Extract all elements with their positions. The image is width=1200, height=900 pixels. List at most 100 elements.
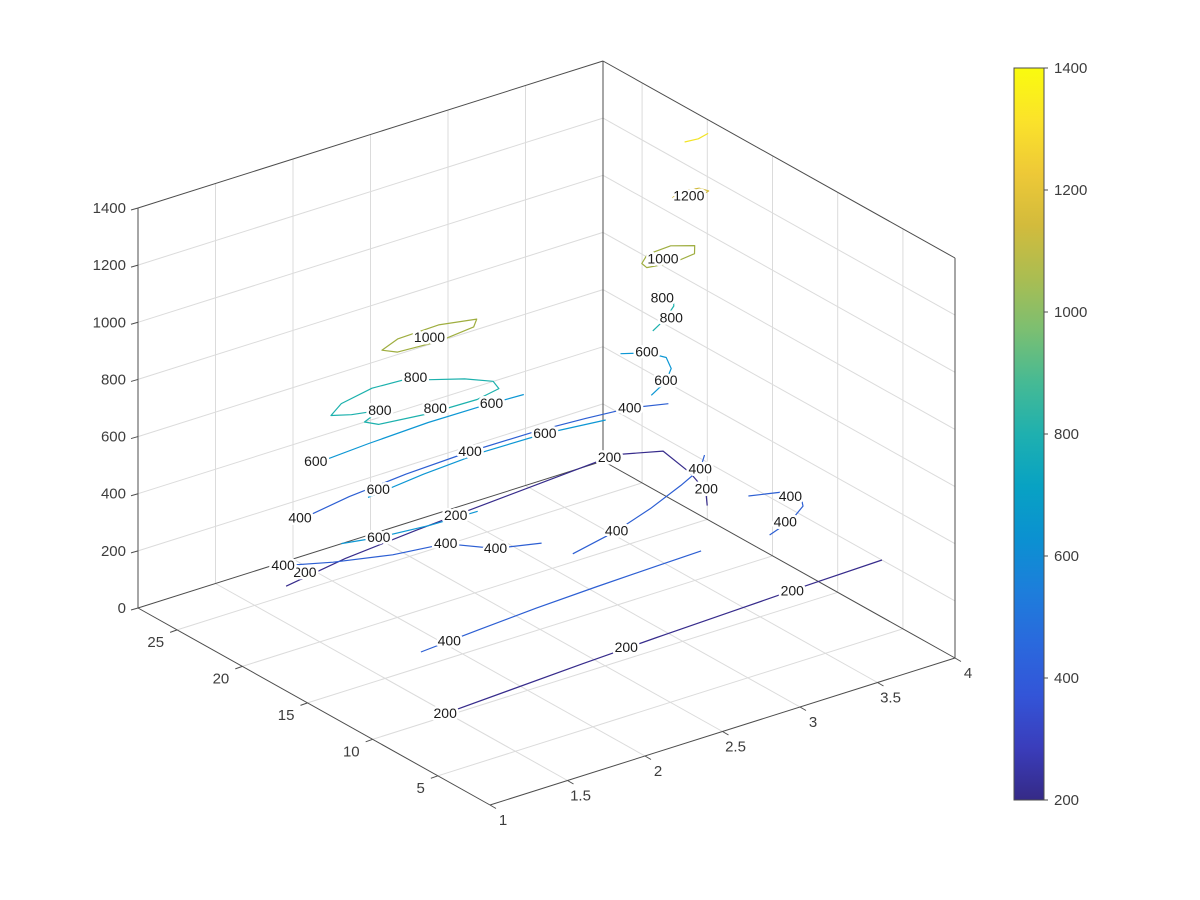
grid-line <box>602 403 956 602</box>
grid-line <box>437 628 904 777</box>
contour-line-400 <box>296 403 669 522</box>
contour-line-400 <box>748 491 804 536</box>
grid-line <box>525 485 878 683</box>
contour-label: 600 <box>304 453 328 469</box>
contour-line-1000 <box>381 318 478 353</box>
axis-edge <box>602 460 956 659</box>
contour-label: 200 <box>444 507 468 523</box>
contour-line-600 <box>310 393 524 466</box>
z-tick-mark <box>130 436 139 440</box>
contour-label: 600 <box>533 425 557 441</box>
grid-line <box>137 289 604 438</box>
z-tick-mark <box>130 493 139 497</box>
z-tick-label: 1000 <box>93 314 126 331</box>
colorbar-swatch <box>1014 68 1044 800</box>
grid-line <box>137 346 604 495</box>
x-tick-mark <box>722 731 729 736</box>
contour-label: 200 <box>434 705 458 721</box>
grid-line <box>602 117 956 316</box>
contour-line-800 <box>330 376 500 425</box>
z-tick-mark <box>130 607 139 611</box>
z-tick-mark <box>130 378 139 382</box>
colorbar-tick-label: 800 <box>1054 426 1079 443</box>
contour-label: 800 <box>651 290 675 306</box>
grid-line <box>137 117 604 266</box>
contour-label: 400 <box>605 522 629 538</box>
z-tick-label: 400 <box>101 486 126 503</box>
grid-line <box>137 174 604 323</box>
y-tick-label: 25 <box>147 634 164 651</box>
z-tick-label: 800 <box>101 371 126 388</box>
axis-edge <box>137 607 491 806</box>
contour-line-600 <box>341 510 478 545</box>
z-tick-label: 200 <box>101 543 126 560</box>
contour-label: 800 <box>424 400 448 416</box>
x-tick-mark <box>644 755 652 760</box>
x-tick-mark <box>567 780 574 785</box>
contour-label: 400 <box>288 509 312 525</box>
colorbar: 200 400 600 800 1000 1200 1400 <box>1013 60 1087 809</box>
tick-marks <box>130 207 962 809</box>
tick-labels: 11.522.533.54510152025020040060080010001… <box>93 200 973 829</box>
y-tick-mark <box>430 775 439 779</box>
contour-label: 400 <box>618 399 642 415</box>
contour-label: 200 <box>598 449 622 465</box>
y-tick-label: 15 <box>278 707 295 724</box>
axis-edge <box>602 60 956 259</box>
contour-label: 1200 <box>673 188 704 204</box>
contour-line-600 <box>620 352 672 396</box>
grid-line <box>372 591 838 740</box>
contour-line-800 <box>652 290 675 332</box>
contour-label: 400 <box>774 514 798 530</box>
x-tick-label: 4 <box>964 665 972 682</box>
contour-label: 200 <box>293 564 317 580</box>
contour-lines <box>272 132 883 718</box>
axes-box <box>137 60 956 806</box>
z-tick-label: 600 <box>101 429 126 446</box>
x-tick-mark <box>877 682 884 687</box>
axis-edge <box>137 60 604 209</box>
x-tick-mark <box>799 706 807 711</box>
y-tick-label: 5 <box>417 780 425 797</box>
y-tick-mark <box>365 738 373 743</box>
z-tick-mark <box>130 207 139 211</box>
contour-label: 1000 <box>647 251 678 267</box>
z-tick-label: 1200 <box>93 257 126 274</box>
contour-label: 600 <box>367 481 391 497</box>
contour-line-200 <box>285 450 708 587</box>
colorbar-tick-label: 1000 <box>1054 304 1087 321</box>
grid-line <box>447 509 801 708</box>
axis-edge <box>137 460 604 609</box>
colorbar-tick-label: 200 <box>1054 792 1079 809</box>
grid-line <box>215 583 568 781</box>
contour-line-1000 <box>641 245 696 269</box>
grid-line <box>602 174 956 373</box>
colorbar-tick-label: 1200 <box>1054 182 1087 199</box>
contour-line-200 <box>434 559 883 718</box>
contour-label: 400 <box>779 488 803 504</box>
grid-line <box>307 555 773 704</box>
contour-line-1400 <box>684 132 709 143</box>
contour-label: 200 <box>615 639 639 655</box>
y-tick-label: 20 <box>213 670 230 687</box>
grid-lines <box>137 82 956 781</box>
contour-label: 600 <box>367 529 391 545</box>
grid-line <box>602 346 956 545</box>
x-tick-label: 3.5 <box>880 690 901 707</box>
x-tick-mark <box>489 804 497 809</box>
contour-labels: 2002002002002002002004004004004004004004… <box>269 185 807 723</box>
contour-label: 1000 <box>414 329 445 345</box>
y-tick-mark <box>300 702 308 706</box>
grid-line <box>370 534 723 732</box>
contour-line-400 <box>572 454 706 555</box>
grid-line <box>137 403 604 552</box>
contour-line-400 <box>272 542 542 567</box>
x-tick-mark <box>954 657 962 662</box>
contour-label: 400 <box>689 461 713 477</box>
y-tick-mark <box>235 665 243 670</box>
z-tick-mark <box>130 321 139 325</box>
contour-label: 400 <box>458 443 482 459</box>
colorbar-tick-label: 400 <box>1054 670 1079 687</box>
